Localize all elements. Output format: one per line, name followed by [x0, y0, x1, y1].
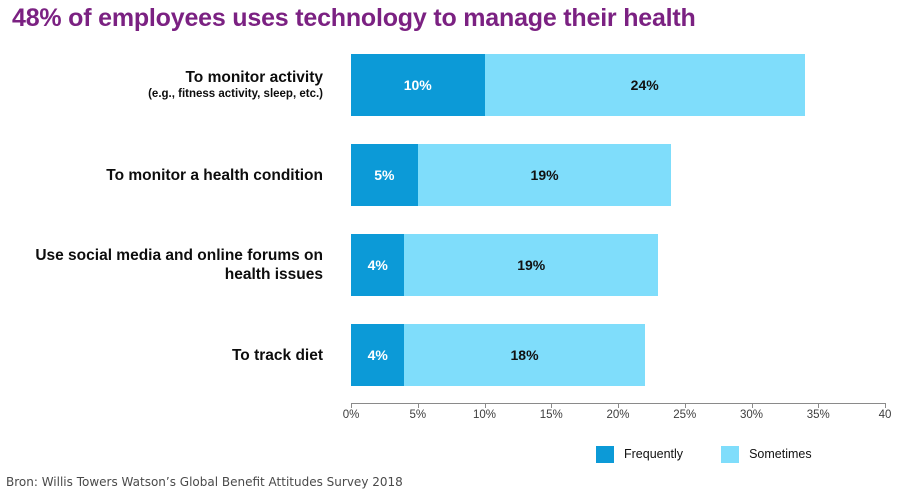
axis-tick-mark — [351, 403, 352, 408]
category-label: To track diet — [10, 324, 323, 386]
chart-bar-row: To monitor activity (e.g., fitness activi… — [0, 54, 900, 116]
bar-value-label: 19% — [530, 167, 559, 183]
bar-segment-frequently: 4% — [351, 234, 405, 296]
chart-bar-row: To track diet 4% 18% — [0, 324, 900, 386]
axis-tick-mark — [551, 403, 553, 408]
axis-tick-mark — [818, 403, 820, 408]
axis-tick-mark — [484, 403, 486, 408]
legend-swatch-sometimes — [721, 445, 740, 463]
bar-value-label: 19% — [517, 257, 546, 273]
axis-tick-label: 40 — [878, 409, 892, 421]
legend-label: Sometimes — [749, 447, 812, 461]
source-note: Bron: Willis Towers Watson’s Global Bene… — [6, 475, 403, 489]
legend-item[interactable]: Frequently — [596, 445, 684, 463]
chart-plot-area: To monitor activity (e.g., fitness activi… — [0, 48, 900, 408]
x-axis: 0% 5% 10% 15% 20% 25% 30% 35% 40 — [0, 403, 900, 433]
category-label: To monitor a health condition — [10, 144, 323, 206]
legend-item[interactable]: Sometimes — [721, 445, 812, 463]
bar-value-label: 24% — [630, 77, 659, 93]
chart-bar-row: To monitor a health condition 5% 19% — [0, 144, 900, 206]
axis-tick-mark — [417, 403, 419, 408]
category-label-line2: (e.g., fitness activity, sleep, etc.) — [148, 88, 323, 100]
bar-value-label: 5% — [374, 167, 395, 183]
bar-segment-sometimes: 18% — [404, 324, 645, 386]
bar-segment-frequently: 10% — [351, 54, 485, 116]
bar-segment-frequently: 5% — [351, 144, 418, 206]
bar-value-label: 18% — [510, 347, 539, 363]
axis-tick-label: 10% — [472, 409, 497, 421]
axis-tick-label: 5% — [409, 409, 427, 421]
bar-segment-frequently: 4% — [351, 324, 405, 386]
stacked-bar: 4% 18% — [351, 324, 645, 386]
category-label-line1: Use social media and online forums on — [35, 247, 323, 264]
axis-tick-label: 20% — [606, 409, 630, 421]
category-label-line1: To monitor activity — [185, 69, 323, 86]
axis-tick-mark — [751, 403, 753, 408]
bar-segment-sometimes: 19% — [404, 234, 659, 296]
axis-tick-label: 15% — [539, 409, 563, 421]
legend-label: Frequently — [624, 447, 684, 461]
bar-segment-sometimes: 24% — [484, 54, 805, 116]
chart-bar-row: Use social media and online forums on hea… — [0, 234, 900, 296]
category-label-line2: health issues — [224, 266, 323, 283]
stacked-bar: 10% 24% — [351, 54, 805, 116]
category-label: To monitor activity (e.g., fitness activi… — [10, 54, 323, 116]
page-title: 48% of employees uses technology to mana… — [12, 4, 696, 32]
axis-tick-mark — [885, 403, 886, 408]
bar-value-label: 4% — [367, 347, 388, 363]
axis-tick-label: 25% — [673, 409, 697, 421]
category-label: Use social media and online forums on hea… — [10, 234, 323, 296]
axis-tick-mark — [618, 403, 619, 408]
bar-value-label: 4% — [367, 257, 388, 273]
axis-tick-label: 0% — [342, 409, 360, 421]
axis-tick-label: 35% — [806, 409, 830, 421]
bar-value-label: 10% — [403, 77, 432, 93]
axis-tick-mark — [684, 403, 686, 408]
category-label-line1: To monitor a health condition — [106, 166, 323, 184]
stacked-bar: 5% 19% — [351, 144, 672, 206]
chart-legend: Frequently Sometimes — [596, 444, 850, 464]
legend-swatch-frequently — [596, 445, 614, 463]
bar-segment-sometimes: 19% — [417, 144, 672, 206]
category-label-line1: To track diet — [231, 346, 323, 364]
axis-tick-label: 30% — [739, 409, 764, 421]
stacked-bar: 4% 19% — [351, 234, 659, 296]
